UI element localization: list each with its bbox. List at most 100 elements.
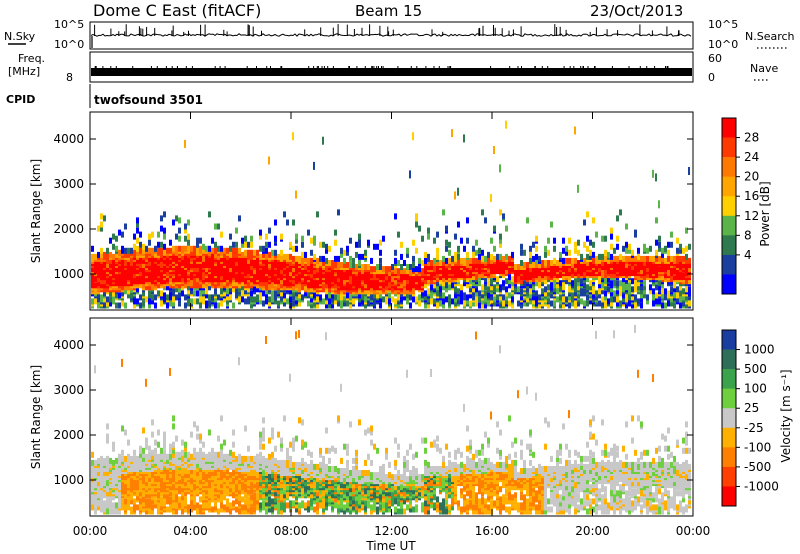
velocity-cell	[142, 447, 145, 454]
power-cell	[151, 294, 154, 301]
power-cell	[478, 257, 481, 264]
power-cell	[628, 300, 631, 307]
power-cell	[634, 229, 637, 236]
power-cell	[466, 257, 469, 264]
power-cell	[394, 213, 397, 220]
power-cell	[136, 237, 139, 244]
power-cell	[631, 294, 634, 301]
power-cell	[277, 253, 280, 260]
power-cell	[586, 260, 589, 266]
power-cell	[115, 251, 118, 258]
power-cell	[610, 280, 613, 287]
power-cell	[430, 274, 433, 281]
power-cell	[187, 300, 190, 307]
power-cell	[661, 288, 664, 295]
power-cell	[460, 284, 463, 291]
velocity-cell	[148, 508, 151, 515]
power-cell	[526, 262, 529, 268]
power-cell	[412, 286, 415, 293]
power-cell	[355, 264, 358, 270]
power-cell	[145, 296, 148, 303]
power-cell	[169, 276, 172, 283]
power-cell	[238, 262, 241, 268]
velocity-cell	[193, 504, 196, 511]
power-cell	[358, 300, 361, 307]
power-cell	[235, 288, 238, 295]
power-cell	[289, 274, 292, 281]
power-cell	[412, 239, 415, 246]
power-cell	[514, 286, 517, 293]
power-cell	[313, 292, 316, 299]
power-cell	[154, 268, 157, 275]
power-cell	[265, 251, 268, 258]
velocity-cell	[145, 498, 148, 505]
power-cell	[553, 286, 556, 293]
power-cell	[298, 255, 301, 262]
velocity-cell	[112, 445, 115, 452]
power-cell	[241, 237, 244, 244]
power-cell	[133, 243, 136, 250]
power-cell	[664, 245, 667, 252]
power-cell	[616, 296, 619, 303]
power-cell	[592, 217, 595, 224]
power-cell	[646, 255, 649, 262]
power-cell	[619, 280, 622, 287]
power-cell	[535, 235, 538, 242]
power-cell	[601, 282, 604, 289]
power-cell	[670, 300, 673, 307]
power-cell	[190, 298, 193, 305]
power-cell	[124, 302, 127, 309]
colorbar-swatch	[722, 215, 736, 236]
power-cell	[238, 294, 241, 301]
power-cell	[502, 294, 505, 301]
nave-tick-high: 60	[708, 52, 722, 65]
power-cell	[652, 288, 655, 295]
power-cell	[265, 288, 268, 295]
power-cell	[451, 255, 454, 262]
power-cell	[112, 243, 115, 250]
power-cell	[256, 286, 259, 293]
power-cell	[679, 302, 682, 309]
velocity-cell	[151, 504, 154, 511]
power-cell	[166, 260, 169, 266]
power-colorbar-label: Power [dB]	[758, 181, 772, 246]
power-cell	[673, 255, 676, 262]
power-cell	[571, 296, 574, 303]
power-cell	[229, 245, 232, 252]
power-cell	[181, 290, 184, 297]
power-cell	[490, 294, 493, 301]
power-cell	[319, 278, 322, 285]
power-cell	[448, 284, 451, 291]
power-cell	[358, 241, 361, 248]
power-cell	[454, 255, 457, 262]
velocity-cell	[190, 506, 193, 513]
power-cell	[280, 290, 283, 297]
power-cell	[643, 243, 646, 250]
power-cell	[325, 292, 328, 299]
velocity-cell	[136, 455, 139, 462]
velocity-cell	[172, 423, 175, 430]
power-cell	[352, 296, 355, 303]
power-cell	[370, 257, 373, 264]
power-cell	[313, 239, 316, 246]
velocity-cell	[169, 496, 172, 503]
power-cell	[184, 139, 186, 148]
power-cell	[211, 255, 214, 262]
power-cell	[94, 260, 97, 266]
colorbar-swatch	[722, 274, 736, 295]
velocity-cell	[151, 453, 154, 460]
power-cell	[619, 284, 622, 291]
power-cell	[301, 294, 304, 301]
power-cell	[160, 215, 163, 222]
power-cell	[688, 243, 691, 250]
power-cell	[688, 286, 691, 293]
power-cell	[115, 276, 118, 283]
power-cell	[163, 292, 166, 299]
power-cell	[577, 184, 579, 193]
power-cell	[106, 296, 109, 303]
power-cell	[685, 286, 688, 293]
power-cell	[598, 282, 601, 289]
power-cell	[172, 288, 175, 295]
power-cell	[529, 257, 532, 264]
power-cell	[688, 300, 691, 307]
